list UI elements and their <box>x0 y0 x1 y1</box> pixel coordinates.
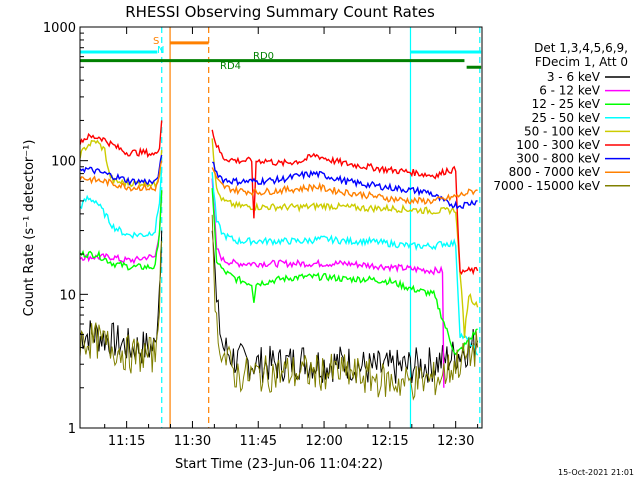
series-line-6 <box>80 154 478 210</box>
plot-area <box>79 26 483 429</box>
flag-label-s: S <box>153 36 159 47</box>
x-tick-label-2: 11:45 <box>240 434 277 449</box>
x-tick-label-4: 12:15 <box>371 434 408 449</box>
series-line-2 <box>80 188 478 356</box>
x-tick-label-0: 11:15 <box>108 434 145 449</box>
y-axis: 1 10 100 1000 <box>43 21 88 437</box>
series-line-4 <box>80 138 479 338</box>
legend-header-line-1: Det 1,3,4,5,6,9, <box>534 41 628 55</box>
legend-label-7: 800 - 7000 keV <box>509 165 601 179</box>
series-line-8 <box>80 214 479 401</box>
x-axis-label: Start Time (23-Jun-06 11:04:22) <box>175 457 383 472</box>
x-tick-label-3: 12:00 <box>305 434 342 449</box>
legend: Det 1,3,4,5,6,9, FDecim 1, Att 0 3 - 6 k… <box>493 41 630 193</box>
y-tick-label-3: 1000 <box>43 21 76 36</box>
flag-label-rd4: RD4 <box>220 61 241 72</box>
series-line-5 <box>80 120 479 276</box>
x-axis: 11:15 11:30 11:45 12:00 12:15 12:30 <box>104 27 479 449</box>
y-axis-label: Count Rate (s⁻¹ detector⁻¹) <box>22 140 37 317</box>
legend-label-4: 50 - 100 keV <box>524 124 601 138</box>
y-tick-label-0: 1 <box>68 422 76 437</box>
legend-label-1: 6 - 12 keV <box>539 84 601 98</box>
legend-header-line-2: FDecim 1, Att 0 <box>535 55 628 69</box>
legend-label-8: 7000 - 15000 keV <box>493 179 600 193</box>
flag-label-n: N <box>157 45 164 56</box>
series-line-3 <box>80 166 479 356</box>
flag-label-rd0: RD0 <box>253 51 274 62</box>
legend-label-0: 3 - 6 keV <box>547 70 601 84</box>
series-group <box>80 27 482 428</box>
series-line-1 <box>80 178 445 388</box>
legend-label-2: 12 - 25 keV <box>532 97 601 111</box>
legend-label-5: 100 - 300 keV <box>516 138 600 152</box>
y-tick-label-1: 10 <box>59 288 76 303</box>
generated-timestamp: 15-Oct-2021 21:01 <box>558 468 634 477</box>
chart-title: RHESSI Observing Summary Count Rates <box>125 3 435 21</box>
legend-label-6: 300 - 800 keV <box>516 152 600 166</box>
series-line-7 <box>80 160 478 205</box>
plot-frame <box>79 26 483 429</box>
y-tick-label-2: 100 <box>51 155 76 170</box>
x-tick-label-1: 11:30 <box>174 434 211 449</box>
x-tick-label-5: 12:30 <box>437 434 474 449</box>
legend-label-3: 25 - 50 keV <box>532 111 601 125</box>
